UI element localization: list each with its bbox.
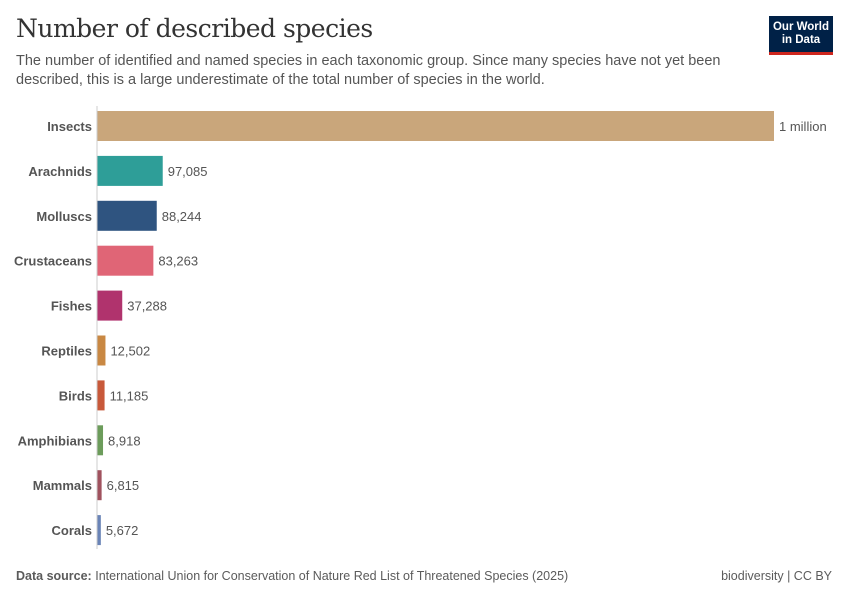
- category-label: Amphibians: [18, 433, 92, 448]
- bar-arachnids: [97, 155, 163, 186]
- category-label: Fishes: [51, 299, 92, 314]
- bar-corals: [97, 515, 101, 546]
- bar-mammals: [97, 470, 102, 501]
- value-label: 11,185: [110, 388, 149, 403]
- bar-birds: [97, 380, 105, 411]
- value-label: 83,263: [158, 254, 198, 269]
- owid-logo[interactable]: Our World in Data: [769, 16, 833, 55]
- bar-insects: [97, 111, 774, 141]
- category-label: Molluscs: [36, 209, 92, 224]
- category-label: Birds: [59, 388, 92, 403]
- value-label: 12,502: [110, 344, 150, 359]
- category-label: Reptiles: [41, 344, 92, 359]
- bar-fishes: [97, 290, 123, 321]
- value-label: 97,085: [168, 164, 208, 179]
- category-label: Mammals: [33, 478, 92, 493]
- source-text[interactable]: International Union for Conservation of …: [95, 569, 569, 583]
- value-label: 1 million: [779, 119, 827, 134]
- category-label: Crustaceans: [14, 254, 92, 269]
- category-label: Arachnids: [28, 164, 92, 179]
- bar-crustaceans: [97, 245, 154, 276]
- topic-license[interactable]: biodiversity | CC BY: [721, 569, 832, 583]
- category-label: Insects: [47, 119, 92, 134]
- value-label: 6,815: [107, 478, 140, 493]
- chart-title: Number of described species: [16, 14, 373, 43]
- category-label: Corals: [52, 523, 92, 538]
- data-source: Data source: International Union for Con…: [16, 569, 568, 583]
- value-label: 37,288: [127, 299, 167, 314]
- value-label: 5,672: [106, 523, 139, 538]
- source-label: Data source:: [16, 569, 92, 583]
- bar-amphibians: [97, 425, 104, 456]
- value-label: 8,918: [108, 433, 141, 448]
- chart-subtitle: The number of identified and named speci…: [16, 53, 721, 88]
- bar-molluscs: [97, 200, 157, 231]
- bar-reptiles: [97, 335, 106, 366]
- value-label: 88,244: [162, 209, 202, 224]
